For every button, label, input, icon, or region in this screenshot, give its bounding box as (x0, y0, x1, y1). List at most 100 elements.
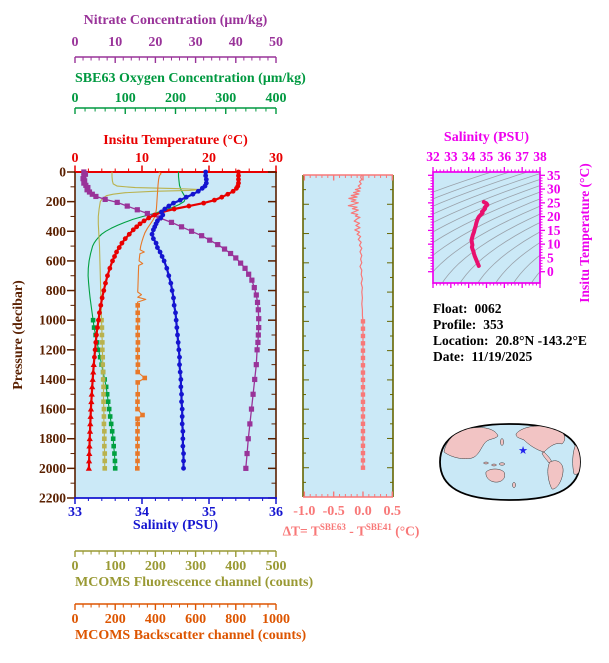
fluorescence-axis-title: MCOMS Fluorescence channel (counts) (75, 575, 314, 590)
temperature-axis: 0 10 20 30 (72, 151, 283, 173)
svg-text:1800: 1800 (39, 431, 66, 446)
svg-text:15: 15 (547, 223, 561, 238)
svg-text:36: 36 (498, 149, 512, 164)
info-value: 20.8°N -143.2°E (495, 333, 587, 348)
svg-text:40: 40 (229, 35, 243, 50)
svg-text:35: 35 (202, 505, 216, 520)
info-value: 11/19/2025 (471, 349, 533, 364)
info-label: Float: (433, 301, 468, 316)
landmass-south-america (547, 460, 564, 490)
svg-text:0.0: 0.0 (354, 504, 372, 519)
svg-text:200: 200 (145, 559, 166, 574)
delta-t-label-part: ΔT= T (282, 523, 320, 539)
svg-text:500: 500 (266, 559, 287, 574)
landmass-new-zealand (512, 482, 516, 488)
svg-text:600: 600 (46, 253, 67, 268)
svg-text:300: 300 (215, 91, 236, 106)
backscatter-axis: 0 200 400 600 800 1000 (72, 603, 290, 627)
delta-t-axis-title: ΔT= TSBE63 - TSBE41 (°C) (276, 522, 426, 540)
svg-text:37: 37 (515, 149, 529, 164)
svg-text:100: 100 (115, 91, 136, 106)
svg-text:20: 20 (148, 35, 162, 50)
float-info-block: Float: 0062 Profile: 353 Location: 20.8°N -… (433, 301, 587, 365)
svg-text:200: 200 (105, 612, 126, 627)
svg-text:1200: 1200 (39, 342, 66, 357)
landmass-europe (568, 427, 580, 437)
svg-text:33: 33 (444, 149, 458, 164)
info-label: Profile: (433, 317, 477, 332)
fluorescence-axis: 0 100 200 300 400 500 (72, 550, 287, 574)
svg-text:600: 600 (185, 612, 206, 627)
svg-text:200: 200 (165, 91, 186, 106)
pressure-axis-title: Pressure (decibar) (11, 280, 26, 390)
svg-text:0: 0 (59, 165, 66, 180)
ts-diagram-ylabel: Insitu Temperature (°C) (577, 163, 592, 303)
svg-text:0.5: 0.5 (384, 504, 402, 519)
svg-text:5: 5 (547, 250, 554, 265)
svg-text:300: 300 (185, 559, 206, 574)
svg-text:34: 34 (135, 505, 149, 520)
landmass-indonesia (491, 463, 497, 467)
svg-text:0: 0 (72, 151, 79, 166)
series-fluorescence (97, 171, 203, 471)
pressure-axis: 0 200 400 600 800 1000 1200 1400 1600 1800 2000 220… (39, 165, 277, 506)
landmass-greenland (558, 424, 570, 430)
info-line-date: Date: 11/19/2025 (433, 349, 587, 365)
info-label: Location: (433, 333, 489, 348)
svg-text:400: 400 (266, 91, 287, 106)
svg-text:50: 50 (269, 35, 283, 50)
oxygen-axis-title: SBE63 Oxygen Concentration (μm/kg) (75, 71, 306, 86)
svg-text:30: 30 (269, 151, 283, 166)
svg-text:36: 36 (269, 505, 283, 520)
series-temperature (85, 169, 241, 471)
delta-t-label-part: - T (345, 523, 366, 539)
svg-text:1600: 1600 (39, 402, 66, 417)
svg-text:1000: 1000 (39, 313, 66, 328)
svg-text:0: 0 (72, 91, 79, 106)
info-line-profile: Profile: 353 (433, 317, 587, 333)
svg-text:-0.5: -0.5 (323, 504, 345, 519)
svg-text:20: 20 (202, 151, 216, 166)
nitrate-axis: 0 10 20 30 40 50 (72, 35, 283, 63)
delta-t-label-part: (°C) (391, 523, 420, 539)
svg-text:0: 0 (72, 559, 79, 574)
landmass-new-guinea (499, 462, 505, 466)
svg-text:2000: 2000 (39, 461, 66, 476)
backscatter-axis-title: MCOMS Backscatter channel (counts) (75, 628, 307, 643)
landmass-australia (485, 468, 505, 483)
svg-text:25: 25 (547, 195, 561, 210)
temperature-axis-title: Insitu Temperature (°C) (103, 133, 248, 148)
delta-t-sup-sbe41: SBE41 (365, 522, 392, 532)
svg-text:10: 10 (547, 237, 561, 252)
svg-text:400: 400 (145, 612, 166, 627)
ts-diagram-title: Salinity (PSU) (443, 130, 530, 145)
svg-text:20: 20 (547, 209, 561, 224)
svg-text:33: 33 (68, 505, 82, 520)
series-nitrate (80, 169, 262, 471)
landmass-central-america (541, 451, 553, 464)
salinity-axis-title: Salinity (PSU) (132, 518, 219, 533)
svg-text:0: 0 (547, 264, 554, 279)
world-map: ★ (439, 423, 581, 501)
delta-t-sup-sbe63: SBE63 (319, 522, 346, 532)
svg-text:34: 34 (462, 149, 476, 164)
ts-curve (469, 200, 490, 268)
svg-text:400: 400 (225, 559, 246, 574)
svg-text:100: 100 (105, 559, 126, 574)
svg-text:35: 35 (547, 168, 561, 183)
svg-text:1000: 1000 (262, 612, 290, 627)
landmass-indonesia (483, 461, 489, 465)
info-line-location: Location: 20.8°N -143.2°E (433, 333, 587, 349)
nitrate-axis-title: Nitrate Concentration (μm/kg) (83, 13, 268, 28)
info-value: 0062 (474, 301, 502, 316)
svg-text:38: 38 (533, 149, 547, 164)
salinity-axis: 33 34 35 36 (68, 497, 283, 520)
svg-text:-1.0: -1.0 (293, 504, 315, 519)
svg-text:0: 0 (72, 612, 79, 627)
svg-text:1400: 1400 (39, 372, 66, 387)
landmass-japan (500, 438, 504, 446)
svg-text:0: 0 (72, 35, 79, 50)
